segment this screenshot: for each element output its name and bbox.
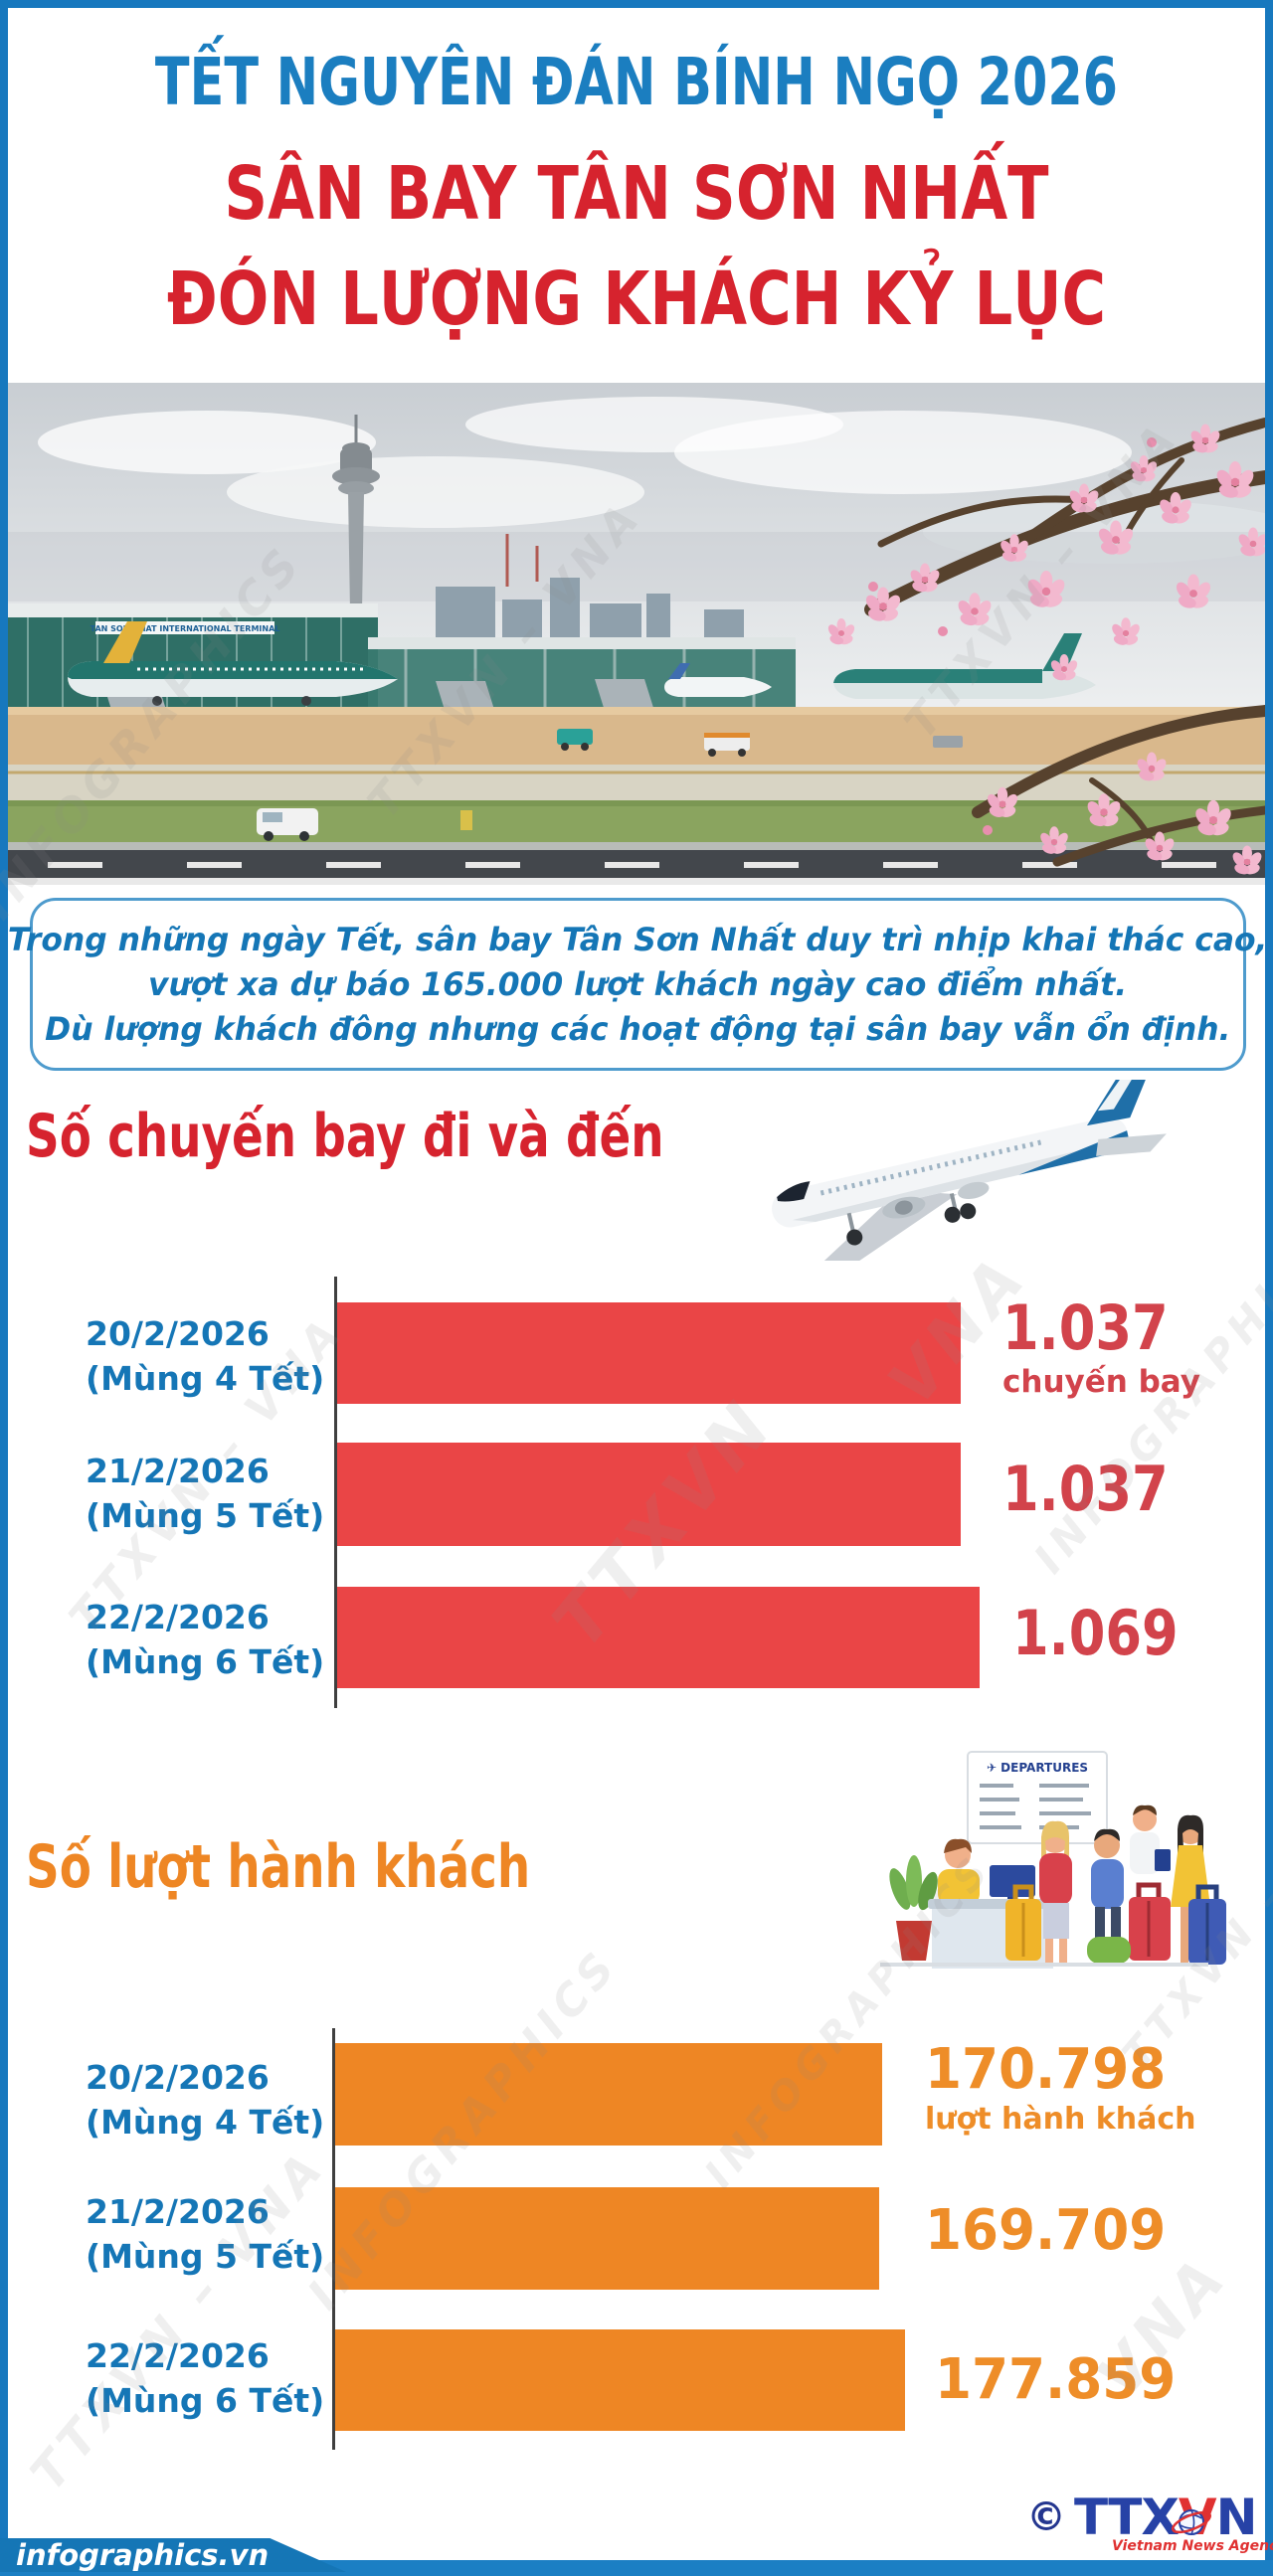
control-tower <box>332 415 380 611</box>
passengers-cat-2: 21/2/2026 (Mùng 5 Tết) <box>86 2192 325 2276</box>
departures-board-title: ✈ DEPARTURES <box>987 1761 1088 1775</box>
agency-name-label: Vietnam News Agency <box>1112 2538 1273 2554</box>
intro-line-2: vượt xa dự báo 165.000 lượt khách ngày c… <box>148 964 1128 1003</box>
passengers-bar-3 <box>335 2329 905 2431</box>
flights-cat-1: 20/2/2026 (Mùng 4 Tết) <box>86 1314 325 1398</box>
flights-value-3: 1.069 <box>1012 1597 1179 1669</box>
passengers-bar-1 <box>335 2043 882 2146</box>
page-title-line1: SÂN BAY TÂN SƠN NHẤT <box>224 151 1049 237</box>
frame-left <box>0 8 8 2576</box>
intro-line-3: Dù lượng khách đông nhưng các hoạt động … <box>45 1009 1231 1048</box>
plant <box>889 1855 938 1961</box>
ttxvn-logo-n: N <box>1215 2489 1258 2546</box>
flights-bar-2 <box>337 1443 961 1546</box>
ttxvn-logo-ttx: TTX <box>1074 2489 1180 2546</box>
parked-plane-left <box>68 621 398 706</box>
frame-top <box>0 0 1273 8</box>
section-flights-title: Số chuyến bay đi và đến <box>26 1102 664 1171</box>
copyright-symbol: © <box>1026 2494 1066 2540</box>
intro-line-1: Trong những ngày Tết, sân bay Tân Sơn Nh… <box>8 920 1268 958</box>
flights-cat-3: 22/2/2026 (Mùng 6 Tết) <box>86 1598 325 1681</box>
blossoms <box>825 424 1265 877</box>
small-plane <box>664 663 772 697</box>
terminal-sign: TAN SON NHAT INTERNATIONAL TERMINAL <box>91 624 280 633</box>
airport-photo: TAN SON NHAT INTERNATIONAL TERMINAL <box>8 383 1265 885</box>
passengers-cat-3: 22/2/2026 (Mùng 6 Tết) <box>86 2336 325 2420</box>
service-vehicles <box>557 729 963 757</box>
passengers-value-1: 170.798 lượt hành khách <box>925 2037 1196 2137</box>
intro-box: Trong những ngày Tết, sân bay Tân Sơn Nh… <box>8 898 1268 1071</box>
passengers-value-3: 177.859 <box>935 2347 1177 2412</box>
passengers-value-2: 169.709 <box>925 2198 1167 2263</box>
section-passengers-title: Số lượt hành khách <box>26 1832 531 1902</box>
flights-bar-3 <box>337 1587 980 1688</box>
flights-bar-1 <box>337 1302 961 1404</box>
ttxvn-globe-icon <box>1172 2509 1211 2535</box>
passengers-chart-axis <box>332 2028 335 2450</box>
red-suitcase <box>1129 1882 1171 1961</box>
blue-suitcase <box>1188 1884 1226 1965</box>
frame-right <box>1265 8 1273 2576</box>
page-title-line2: ĐÓN LƯỢNG KHÁCH KỶ LỤC <box>166 257 1107 342</box>
passengers-cat-1: 20/2/2026 (Mùng 4 Tết) <box>86 2058 325 2142</box>
van <box>257 808 318 841</box>
flights-value-1: 1.037 chuyến bay <box>1002 1291 1200 1400</box>
passengers-illustration: ✈ DEPARTURES <box>880 1751 1226 1969</box>
flights-value-2: 1.037 <box>1002 1453 1169 1525</box>
ttxvn-logo: TTX V N <box>1074 2489 1258 2546</box>
flights-cat-2: 21/2/2026 (Mùng 5 Tết) <box>86 1452 325 1535</box>
footer-site-strip: infographics.vn <box>0 2538 346 2572</box>
supertitle: TẾT NGUYÊN ĐÁN BÍNH NGỌ 2026 <box>154 44 1119 120</box>
yellow-suitcase <box>1005 1884 1041 1961</box>
footer-site-label: infographics.vn <box>16 2538 270 2572</box>
airplane-illustration <box>772 1080 1167 1261</box>
flights-chart-axis <box>334 1277 337 1708</box>
passengers-bar-2 <box>335 2187 879 2290</box>
